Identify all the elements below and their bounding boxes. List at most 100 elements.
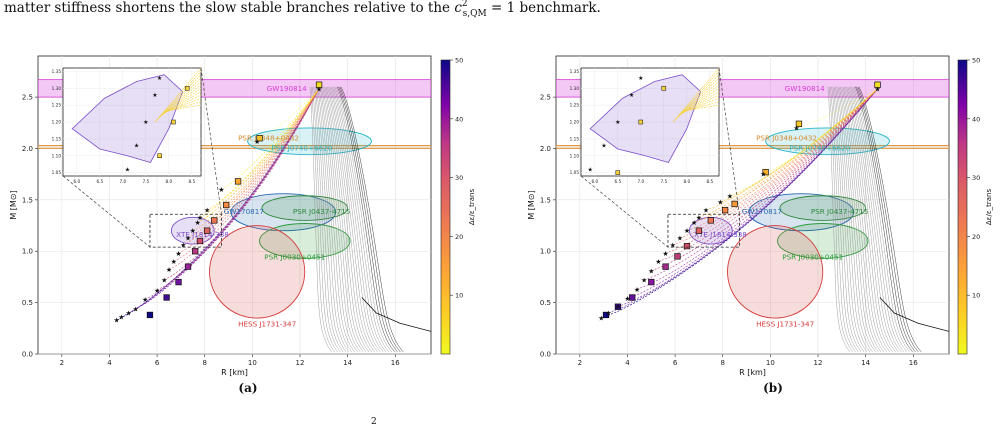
inset-branch (677, 84, 719, 118)
x-tick-label: 4 (625, 359, 630, 367)
star-marker: ★ (254, 138, 260, 146)
hadronic-curve (339, 86, 401, 353)
inset-xte-contour (589, 74, 702, 163)
hybrid-branch (178, 88, 320, 254)
band-psr-j0348+0432 (556, 144, 949, 149)
inset-branch (159, 84, 201, 118)
hybrid-branch (763, 88, 878, 175)
x-tick-label: 6 (155, 359, 160, 367)
hybrid-branch (164, 88, 320, 281)
caption-bottom-fragment: 2 (371, 417, 377, 425)
hadronic-curve (322, 86, 361, 353)
hybrid-branch (693, 88, 878, 223)
hadronic-curve (340, 86, 404, 353)
star-marker: ★ (118, 314, 124, 322)
square-marker (234, 178, 242, 185)
hadronic-curve (856, 86, 916, 353)
star-marker: ★ (316, 85, 322, 93)
inset-x-tick-label: 8.5 (706, 179, 713, 184)
inset-y-tick-label: 1.15 (570, 136, 580, 141)
hybrid-branch (636, 88, 878, 290)
inset-branch (155, 71, 201, 122)
hadronic-curve (324, 86, 367, 353)
inset-y-tick-label: 1.35 (52, 69, 62, 74)
hadronic-curve (842, 86, 885, 353)
y-tick-label: 2.0 (540, 145, 551, 153)
colorbar (957, 59, 968, 355)
x-tick-label: 6 (673, 359, 678, 367)
hadronic-curve (845, 86, 890, 353)
hybrid-branch (729, 88, 878, 197)
inset-connector (580, 175, 669, 248)
square-marker (762, 168, 769, 176)
square-marker (674, 253, 681, 260)
inset-branch (164, 101, 201, 113)
y-tick-label: 2.5 (540, 94, 551, 102)
square-marker (695, 227, 703, 234)
square-marker (614, 303, 622, 310)
y-tick-label: 1.0 (22, 248, 33, 256)
square-marker (315, 81, 323, 88)
inset-star-marker: ★ (615, 119, 620, 126)
star-marker: ★ (615, 303, 621, 311)
star-marker: ★ (634, 286, 640, 294)
y-tick-label: 1.0 (540, 248, 551, 256)
hadronic-curve (315, 86, 347, 353)
hybrid-branch (173, 88, 320, 262)
colorbar-tick-label: 50 (972, 57, 980, 65)
panel-b: 2 4 6 8 10 12 14 16 0.0 0.5 1.0 1.5 2.0 2.5 GW190814 PS… (527, 55, 993, 395)
hadronic-curve (841, 86, 882, 353)
hadronic-curve (320, 86, 358, 353)
inset-x-tick-label: 8.0 (165, 179, 172, 184)
hadronic-curve (317, 86, 350, 353)
star-marker: ★ (180, 242, 186, 250)
hybrid-branch (183, 88, 320, 246)
inset-branch (673, 71, 719, 122)
star-marker: ★ (648, 267, 654, 275)
hybrid-branch (617, 88, 878, 307)
contour-psr-j0740+6620 (247, 127, 372, 156)
label-psr-j0740+6620: PSR J0740+6620 (271, 144, 332, 153)
x-tick-label: 2 (60, 359, 64, 367)
inset-star-marker: ★ (125, 166, 130, 173)
square-marker (184, 263, 192, 270)
hadronic-curve (846, 86, 893, 353)
y-tick-label: 2.5 (22, 94, 33, 102)
star-marker: ★ (125, 309, 131, 317)
label-gw190814: GW190814 (267, 84, 308, 93)
panel-label: (b) (763, 381, 783, 395)
y-tick-label: 0.5 (22, 299, 33, 307)
square-marker (256, 135, 263, 142)
hybrid-branch (720, 88, 878, 203)
inset-star-marker: ★ (588, 166, 593, 173)
star-marker: ★ (185, 234, 191, 242)
inset-square-marker (171, 119, 176, 125)
hadronic-curve (329, 86, 378, 353)
hadronic-curve (309, 86, 332, 353)
hadronic-curve (852, 86, 908, 353)
hadronic-curve (843, 86, 888, 353)
inset-branch (682, 101, 719, 113)
hadronic-curve (312, 86, 338, 353)
square-marker (175, 278, 182, 286)
contour-psr-j0740+6620 (765, 127, 890, 156)
hadronic-curve (851, 86, 905, 353)
star-marker: ★ (190, 227, 196, 235)
inset-square-marker (615, 170, 621, 175)
label-xte-j1814-338: XTE J1814-338 (176, 230, 229, 239)
inset-square-marker (638, 119, 644, 125)
star-marker: ★ (113, 317, 119, 325)
hadronic-curve (332, 86, 384, 353)
hadronic-curve (828, 86, 853, 353)
hybrid-branch (643, 88, 878, 281)
hadronic-tail (879, 297, 949, 332)
star-marker: ★ (142, 296, 148, 304)
star-marker: ★ (171, 258, 177, 266)
square-marker (196, 237, 204, 245)
colorbar-tick-label: 40 (972, 115, 980, 123)
inset-branch (683, 104, 719, 112)
x-tick-label: 10 (248, 359, 257, 367)
colorbar-tick-label: 50 (455, 57, 463, 65)
star-marker: ★ (175, 250, 181, 258)
star-marker: ★ (161, 277, 167, 285)
